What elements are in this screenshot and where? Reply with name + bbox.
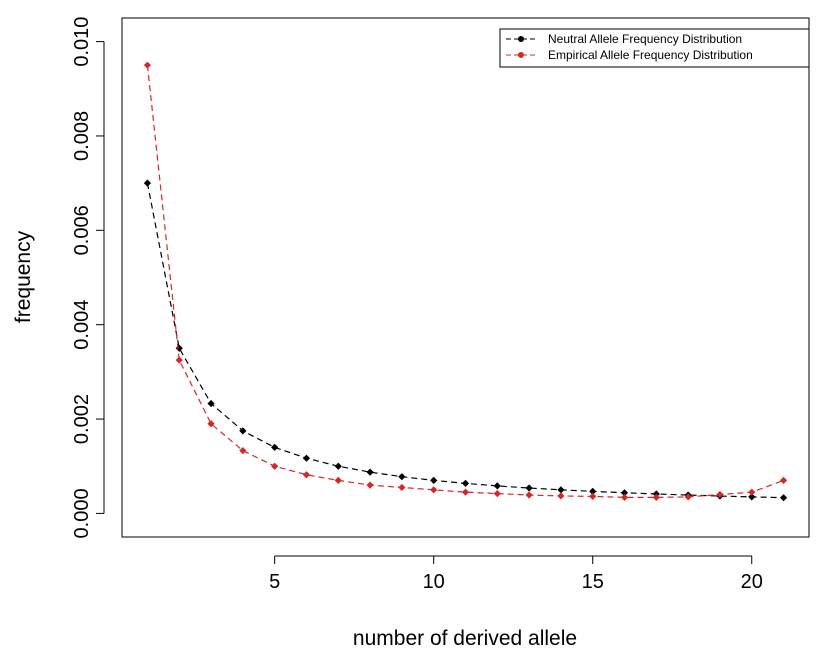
data-point xyxy=(430,486,438,494)
data-point xyxy=(779,494,788,502)
data-point xyxy=(334,462,342,470)
data-point xyxy=(398,483,406,492)
data-point xyxy=(493,489,501,498)
data-point xyxy=(302,471,311,479)
x-tick-label: 20 xyxy=(741,571,763,593)
legend: Neutral Allele Frequency Distribution Em… xyxy=(499,28,810,68)
data-point xyxy=(461,479,470,488)
x-axis-label: number of derived allele xyxy=(353,627,577,650)
data-point xyxy=(493,482,501,490)
data-point xyxy=(557,486,565,494)
legend-box xyxy=(499,28,810,68)
x-tick-label: 5 xyxy=(269,571,280,593)
y-axis-label: frequency xyxy=(12,230,35,323)
data-point xyxy=(684,493,692,501)
data-point xyxy=(175,356,183,364)
y-tick-label: 0.010 xyxy=(71,17,93,67)
data-point xyxy=(398,473,406,481)
data-point xyxy=(239,427,247,435)
x-tick-label: 10 xyxy=(423,571,445,593)
data-point xyxy=(620,489,629,497)
y-tick-label: 0.004 xyxy=(71,300,93,350)
data-point xyxy=(461,488,470,496)
data-point xyxy=(175,344,183,352)
x-tick-label: 15 xyxy=(582,571,604,593)
series-layer xyxy=(143,61,788,502)
legend-marker-neutral xyxy=(518,36,524,42)
y-tick-label: 0.008 xyxy=(71,111,93,161)
data-point xyxy=(207,420,215,428)
data-point xyxy=(525,484,533,492)
data-point xyxy=(207,399,215,408)
data-point xyxy=(589,487,597,495)
data-point xyxy=(334,476,342,484)
data-point xyxy=(748,488,756,496)
data-point xyxy=(143,179,152,187)
y-tick-label: 0.000 xyxy=(71,488,93,538)
data-point xyxy=(557,492,565,500)
series-line-1 xyxy=(146,65,784,498)
legend-label-neutral: Neutral Allele Frequency Distribution xyxy=(548,32,742,46)
legend-marker-empirical xyxy=(518,52,524,58)
data-point xyxy=(143,61,152,69)
data-point xyxy=(748,493,756,501)
data-point xyxy=(589,492,597,501)
data-point xyxy=(652,493,660,501)
data-point xyxy=(716,490,724,499)
data-point xyxy=(239,447,247,455)
data-point xyxy=(525,491,533,499)
data-point xyxy=(271,443,279,451)
y-axis: 0.000 0.002 0.004 0.006 0.008 0.010 xyxy=(71,17,105,538)
data-point xyxy=(366,481,374,489)
plot-area-frame xyxy=(121,17,810,538)
data-point xyxy=(430,476,438,484)
data-point xyxy=(620,493,629,501)
y-tick-label: 0.002 xyxy=(71,394,93,444)
x-axis: 5 10 15 20 xyxy=(269,555,763,593)
data-point xyxy=(302,454,311,462)
legend-label-empirical: Empirical Allele Frequency Distribution xyxy=(548,48,753,62)
data-point xyxy=(366,468,374,476)
data-point xyxy=(271,462,279,470)
y-tick-label: 0.006 xyxy=(71,205,93,255)
data-point xyxy=(779,476,788,484)
